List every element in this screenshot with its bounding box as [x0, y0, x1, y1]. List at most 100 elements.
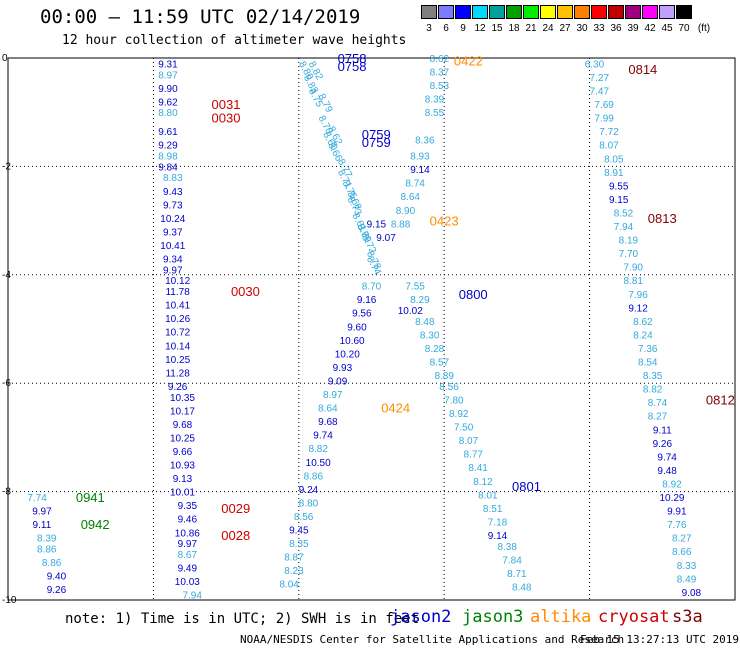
wave-height-value: 8.04: [279, 580, 299, 591]
scale-label: 30: [576, 23, 588, 34]
wave-height-value: 9.31: [158, 59, 178, 70]
wave-height-value: 8.67: [178, 550, 198, 561]
x-tick-label: -165: [0, 604, 18, 605]
wave-height-value: 9.35: [178, 501, 198, 512]
wave-height-value: 8.74: [648, 398, 668, 409]
wave-height-value: 7.47: [590, 87, 610, 98]
wave-height-value: 8.71: [507, 569, 527, 580]
wave-height-value: 8.48: [415, 317, 435, 328]
scale-swatch: [591, 5, 607, 19]
scale-label: 27: [559, 23, 571, 34]
scale-label: 3: [426, 23, 432, 34]
wave-height-value: 9.48: [657, 466, 677, 477]
wave-height-value: 8.56: [439, 382, 459, 393]
x-tick-label: -156: [434, 604, 454, 605]
wave-height-value: 11.78: [165, 287, 190, 298]
wave-height-value: 10.03: [175, 577, 200, 588]
wave-height-value: 7.94: [614, 222, 634, 233]
wave-height-value: 9.16: [357, 295, 377, 306]
wave-height-value: 9.11: [33, 520, 52, 531]
wave-height-value: 8.52: [614, 208, 634, 219]
wave-height-value: 9.15: [609, 195, 629, 206]
wave-height-value: 9.84: [158, 162, 178, 173]
pass-time-label: 0030: [231, 284, 260, 299]
wave-height-value: 9.93: [333, 363, 353, 374]
wave-height-value: 8.05: [604, 154, 624, 165]
pass-time-label: 0758: [338, 59, 367, 74]
wave-height-value: 8.82: [308, 444, 328, 455]
wave-height-value: 8.62: [430, 54, 450, 65]
wave-height-value: 10.35: [170, 393, 195, 404]
scale-label: 24: [542, 23, 554, 34]
wave-height-value: 9.55: [609, 181, 629, 192]
wave-height-value: 9.74: [657, 452, 677, 463]
wave-height-value: 10.41: [160, 241, 185, 252]
wave-height-value: 8.93: [410, 152, 430, 163]
wave-height-value: 8.12: [473, 477, 493, 488]
pass-time-label: 0030: [212, 111, 241, 126]
wave-height-value: 9.74: [313, 431, 333, 442]
wave-height-value: 8.97: [158, 70, 178, 81]
wave-height-value: 9.09: [328, 376, 348, 387]
pass-time-label: 0801: [512, 479, 541, 494]
wave-height-value: 9.15: [367, 219, 387, 230]
wave-height-value: 7.84: [502, 555, 522, 566]
pass-time-label: 0812: [706, 392, 735, 407]
wave-height-value: 9.90: [158, 84, 178, 95]
wave-height-value: 8.64: [401, 192, 421, 203]
x-tick-label: -153: [580, 604, 600, 605]
wave-height-value: 8.19: [619, 236, 639, 247]
scale-label: 33: [593, 23, 605, 34]
wave-height-value: 7.72: [599, 127, 619, 138]
wave-height-value: 9.97: [32, 507, 52, 518]
scale-label: 15: [491, 23, 503, 34]
scale-label: 9: [460, 23, 466, 34]
wave-height-value: 9.40: [47, 572, 67, 583]
wave-height-value: 9.56: [352, 309, 372, 320]
wave-height-value: 10.86: [175, 528, 200, 539]
wave-height-value: 8.62: [633, 317, 653, 328]
wave-height-value: 7.99: [594, 114, 614, 125]
wave-height-value: 8.51: [483, 504, 503, 515]
wave-height-value: 7.90: [623, 263, 643, 274]
wave-height-value: 7.94: [182, 591, 202, 602]
wave-height-value: 8.35: [643, 371, 663, 382]
y-tick-label: -6: [2, 378, 11, 389]
pass-time-label: 0031: [212, 97, 241, 112]
wave-height-value: 8.98: [158, 152, 178, 163]
wave-height-value: 8.35: [289, 539, 309, 550]
wave-height-value: 10.60: [340, 336, 365, 347]
wave-height-value: 8.23: [284, 566, 304, 577]
wave-height-value: 7.55: [405, 282, 425, 293]
satellite-jason2: jason2: [390, 607, 452, 627]
wave-height-value: 8.36: [415, 135, 435, 146]
wave-height-value: 10.41: [165, 301, 190, 312]
scale-swatch: [574, 5, 590, 19]
wave-height-value: 7.50: [454, 423, 474, 434]
wave-height-value: 7.69: [594, 100, 614, 111]
wave-height-value: 8.97: [323, 390, 343, 401]
wave-height-value: 9.11: [653, 425, 672, 436]
wave-height-value: 8.57: [430, 358, 450, 369]
satellite-cryosat: cryosat: [598, 607, 670, 627]
footer-timestamp: Feb 15 13:27:13 UTC 2019: [580, 633, 739, 646]
wave-height-value: 8.77: [464, 450, 484, 461]
wave-height-value: 9.68: [173, 420, 193, 431]
wave-height-value: 9.66: [173, 447, 193, 458]
wave-height-value: 8.38: [497, 542, 517, 553]
wave-height-value: 9.26: [47, 585, 67, 596]
scale-label: 18: [508, 23, 520, 34]
wave-height-value: 11.28: [165, 368, 190, 379]
wave-height-value: 8.92: [449, 409, 469, 420]
wave-height-value: 8.41: [468, 463, 488, 474]
wave-height-value: 8.92: [662, 479, 682, 490]
scale-swatch: [659, 5, 675, 19]
pass-time-label: 0941: [76, 490, 105, 505]
wave-height-value: 7.27: [590, 73, 610, 84]
y-tick-label: 0: [2, 53, 8, 64]
wave-height-value: 9.91: [667, 507, 687, 518]
pass-time-label: 0029: [221, 501, 250, 516]
wave-height-value: 8.01: [478, 490, 498, 501]
satellite-s3a: s3a: [672, 607, 703, 627]
scale-swatch: [455, 5, 471, 19]
